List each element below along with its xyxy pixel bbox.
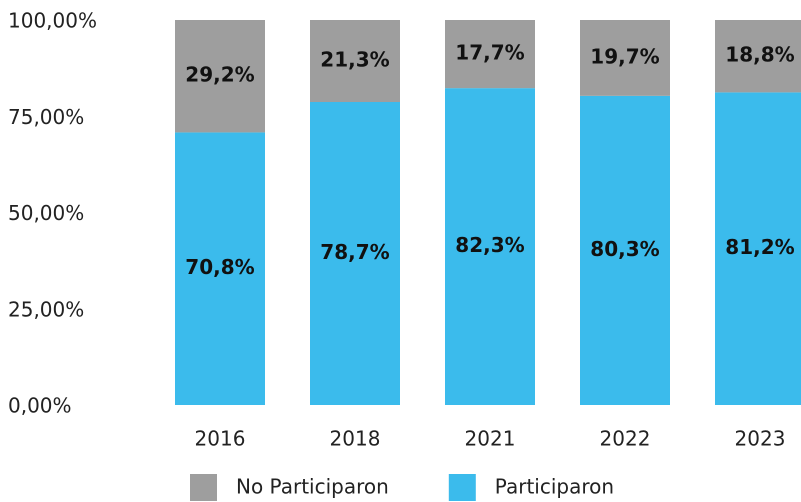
value-label: 82,3% bbox=[455, 233, 524, 257]
bar-segment bbox=[310, 20, 400, 103]
bar-segment bbox=[445, 88, 535, 406]
x-tick-label: 2022 bbox=[600, 427, 651, 451]
legend-label: Participaron bbox=[495, 475, 614, 499]
y-tick-label: 25,00% bbox=[8, 297, 84, 321]
bar-segment bbox=[175, 132, 265, 406]
legend-label: No Participaron bbox=[236, 475, 389, 499]
value-label: 29,2% bbox=[185, 63, 254, 87]
x-tick-label: 2023 bbox=[735, 427, 786, 451]
y-tick-label: 75,00% bbox=[8, 105, 84, 129]
bar-segment bbox=[175, 20, 265, 133]
value-label: 81,2% bbox=[725, 235, 794, 259]
bar-segment bbox=[715, 20, 801, 93]
value-label: 78,7% bbox=[320, 240, 389, 264]
bar-segment bbox=[580, 95, 670, 405]
value-label: 70,8% bbox=[185, 255, 254, 279]
x-tick-label: 2021 bbox=[465, 427, 516, 451]
value-label: 21,3% bbox=[320, 48, 389, 72]
legend-swatch bbox=[448, 474, 476, 501]
value-label: 18,8% bbox=[725, 43, 794, 67]
bar-segment bbox=[310, 102, 400, 405]
legend-swatch bbox=[190, 474, 217, 501]
value-label: 17,7% bbox=[455, 41, 524, 65]
value-label: 19,7% bbox=[590, 44, 659, 68]
value-label: 80,3% bbox=[590, 237, 659, 261]
y-tick-label: 0,00% bbox=[8, 394, 72, 418]
bar-segment bbox=[715, 92, 801, 405]
y-tick-label: 50,00% bbox=[8, 201, 84, 225]
x-tick-label: 2018 bbox=[330, 427, 381, 451]
x-tick-label: 2016 bbox=[195, 427, 246, 451]
bar-segment bbox=[445, 20, 535, 89]
bar-segment bbox=[580, 20, 670, 96]
y-tick-label: 100,00% bbox=[8, 9, 97, 33]
